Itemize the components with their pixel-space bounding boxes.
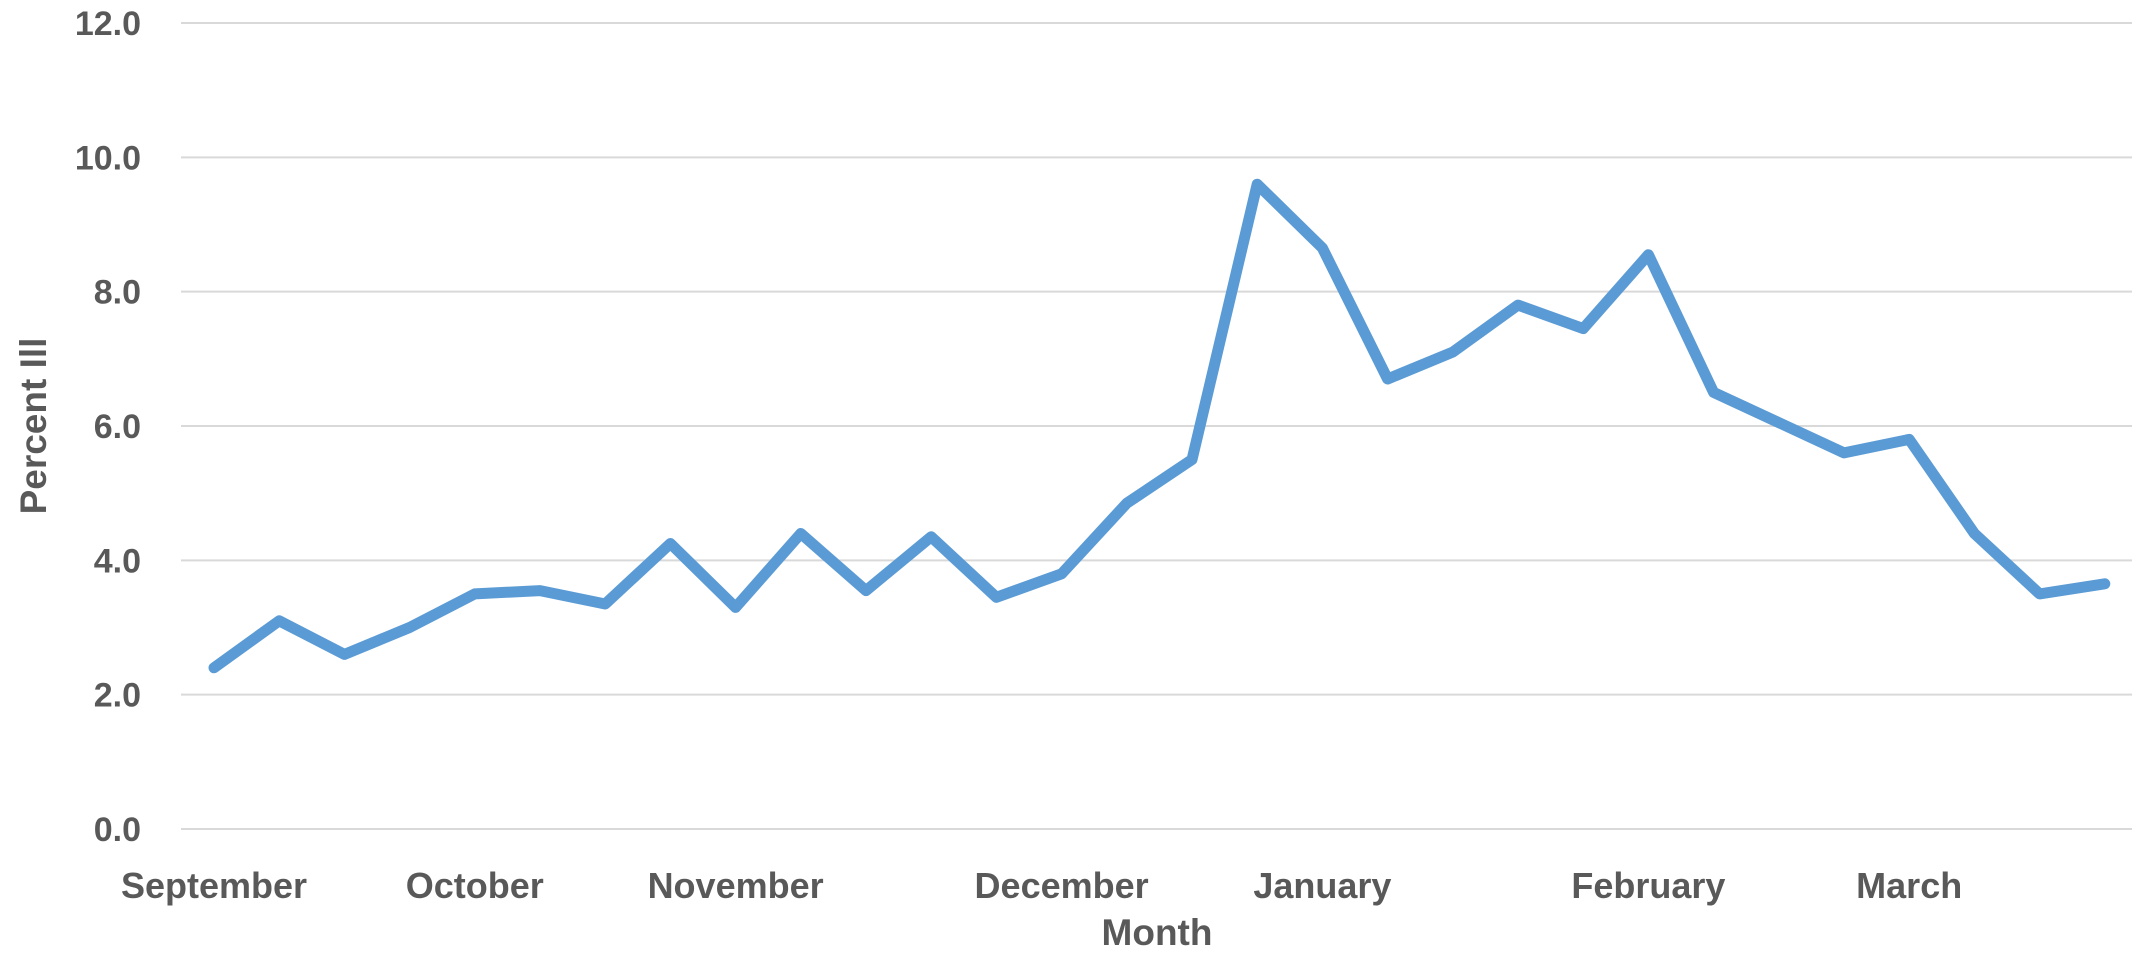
data-point bbox=[343, 653, 345, 655]
data-point bbox=[1973, 532, 1975, 534]
data-point bbox=[1778, 422, 1780, 424]
data-point bbox=[409, 627, 411, 628]
x-month-label: November bbox=[648, 865, 824, 906]
data-point bbox=[1582, 328, 1584, 330]
data-point bbox=[604, 603, 606, 605]
data-point bbox=[995, 596, 997, 598]
y-tick-label: 10.0 bbox=[75, 139, 141, 177]
data-point bbox=[2104, 583, 2106, 585]
data-point bbox=[1647, 254, 1649, 256]
x-axis-month-labels: September October November December January F… bbox=[121, 865, 1962, 906]
gridlines bbox=[181, 22, 2132, 830]
data-point bbox=[865, 590, 867, 592]
y-tick-label: 8.0 bbox=[94, 274, 141, 312]
data-point bbox=[1517, 304, 1519, 306]
y-tick-label: 4.0 bbox=[94, 542, 141, 580]
x-month-label: January bbox=[1253, 865, 1391, 906]
data-point bbox=[1713, 391, 1715, 393]
data-point bbox=[735, 606, 737, 608]
x-axis-title: Month bbox=[1102, 912, 1213, 953]
data-point bbox=[1126, 502, 1128, 504]
data-point bbox=[1321, 247, 1323, 249]
data-point bbox=[1256, 183, 1258, 185]
data-point bbox=[1908, 438, 1910, 440]
series-layer bbox=[208, 178, 2111, 674]
data-point bbox=[800, 532, 802, 534]
data-point bbox=[669, 543, 671, 545]
x-month-label: February bbox=[1571, 865, 1725, 906]
data-point bbox=[2039, 593, 2041, 595]
y-tick-label: 6.0 bbox=[94, 408, 141, 446]
data-point bbox=[930, 536, 932, 538]
data-point bbox=[1387, 378, 1389, 380]
data-point bbox=[1452, 351, 1454, 353]
y-tick-label: 12.0 bbox=[75, 5, 141, 43]
data-point bbox=[539, 590, 541, 592]
series-line bbox=[208, 178, 2111, 674]
data-point bbox=[1191, 459, 1193, 461]
x-month-label: September bbox=[121, 865, 307, 906]
y-tick-label: 0.0 bbox=[94, 811, 141, 849]
data-point bbox=[1061, 573, 1063, 575]
data-point bbox=[1843, 452, 1845, 454]
data-point bbox=[213, 667, 215, 669]
x-month-label: December bbox=[975, 865, 1149, 906]
data-point bbox=[278, 620, 280, 622]
x-month-label: March bbox=[1856, 865, 1962, 906]
y-axis-tick-labels: 0.0 2.0 4.0 6.0 8.0 10.0 12.0 bbox=[75, 5, 141, 849]
y-axis-title: Percent Ill bbox=[13, 338, 54, 515]
data-point bbox=[474, 593, 476, 595]
y-tick-label: 2.0 bbox=[94, 677, 141, 715]
x-month-label: October bbox=[406, 865, 544, 906]
